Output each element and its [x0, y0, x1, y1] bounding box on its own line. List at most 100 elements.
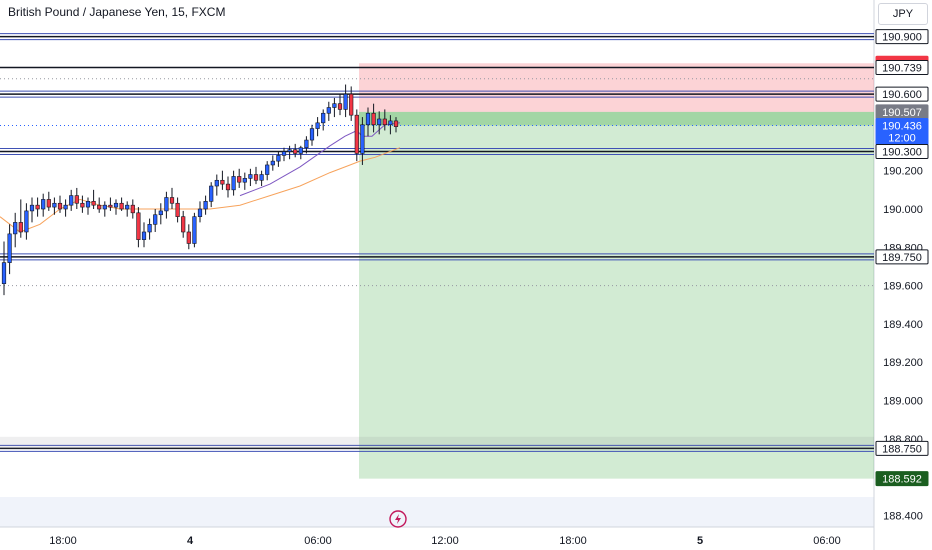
time-tick-label: 5	[697, 535, 703, 547]
candle	[119, 202, 124, 210]
price-tag	[875, 249, 929, 265]
candle	[80, 202, 85, 208]
candle	[130, 204, 135, 214]
candle	[393, 120, 399, 127]
candles	[1, 84, 399, 296]
candle	[125, 204, 130, 210]
candle	[265, 164, 270, 175]
candle	[57, 202, 63, 210]
candle	[63, 204, 68, 210]
candle	[293, 149, 298, 154]
candle	[360, 124, 365, 154]
candle	[332, 103, 337, 108]
candle	[74, 195, 79, 204]
candle	[1, 262, 7, 284]
time-tick-label: 18:00	[49, 535, 77, 547]
candle	[354, 114, 359, 154]
candle	[349, 93, 354, 116]
price-tag-value: 190.300	[882, 147, 922, 159]
price-tag-countdown: 12:00	[888, 133, 916, 145]
candle	[203, 201, 208, 210]
candle	[41, 199, 46, 210]
currency-selector[interactable]: JPY	[878, 3, 928, 25]
price-tag-value: 190.600	[882, 89, 922, 101]
candle	[175, 202, 180, 217]
time-tick-label: 06:00	[813, 535, 841, 547]
time-tick-label: 18:00	[559, 535, 587, 547]
candle	[214, 179, 219, 187]
candle	[388, 120, 393, 126]
candle	[248, 174, 253, 179]
candle	[7, 233, 12, 263]
candle	[242, 178, 247, 183]
target-zone	[359, 111, 874, 479]
candle	[337, 103, 343, 110]
candle	[225, 183, 231, 191]
candle	[35, 204, 40, 210]
replay-icon[interactable]	[389, 510, 407, 528]
candle	[304, 139, 309, 149]
moving-average-1	[239, 122, 401, 197]
position-zones[interactable]	[359, 63, 874, 479]
price-tag	[875, 440, 929, 456]
price-tag	[875, 86, 929, 102]
candle	[231, 176, 236, 191]
moving-average-0	[0, 147, 401, 233]
price-tick-label: 188.400	[883, 510, 923, 522]
price-tick-label: 189.000	[883, 396, 923, 408]
horizontal-levels[interactable]	[0, 33, 874, 452]
candle	[259, 174, 264, 181]
candle	[377, 118, 382, 126]
time-tick-label: 06:00	[304, 535, 332, 547]
price-axis[interactable]: 190.200190.000189.800189.600189.400189.2…	[883, 166, 923, 523]
bottom-strip	[0, 497, 874, 527]
candle	[141, 231, 147, 240]
price-tick-label: 190.000	[883, 204, 923, 216]
candle	[29, 204, 35, 212]
candle	[382, 118, 387, 126]
price-tag-value: 190.436	[882, 121, 922, 133]
candle	[24, 210, 29, 233]
candle	[97, 204, 102, 210]
candle	[220, 179, 225, 185]
moving-averages	[0, 122, 401, 233]
candle	[69, 195, 74, 206]
candle	[52, 202, 57, 208]
candle	[153, 214, 158, 225]
candle	[85, 201, 91, 208]
stop-zone	[359, 63, 874, 112]
price-tag-value: 189.750	[882, 252, 922, 264]
candle	[281, 151, 287, 156]
time-tick-label: 12:00	[431, 535, 459, 547]
price-tag-value: 188.750	[882, 443, 922, 455]
candle	[315, 122, 320, 129]
candle	[343, 93, 348, 110]
chart-title: British Pound / Japanese Yen, 15, FXCM	[8, 5, 226, 19]
candle	[209, 185, 214, 202]
price-tag-value: 190.739	[882, 62, 922, 74]
candle	[287, 149, 292, 152]
candle	[102, 204, 107, 210]
time-axis[interactable]: 18:00 4 06:00 12:00 18:00 5 06:00	[49, 535, 841, 547]
candle	[321, 112, 326, 124]
candle	[309, 128, 315, 141]
price-tick-label: 189.400	[883, 319, 923, 331]
open-profit-zone	[359, 111, 874, 126]
candle	[237, 176, 242, 183]
price-tag	[875, 471, 929, 487]
candle	[158, 210, 163, 216]
candle	[18, 222, 23, 233]
price-tag-value: 190.900	[882, 32, 922, 44]
price-tag	[875, 29, 929, 45]
candle	[270, 160, 275, 166]
candle	[113, 202, 119, 208]
level-band	[0, 436, 874, 449]
candle	[136, 212, 141, 240]
price-tags: 190.900190.761190.739190.600190.507190.4…	[875, 29, 929, 487]
price-tick-label: 190.200	[883, 166, 923, 178]
candle	[108, 204, 113, 208]
price-tag	[875, 144, 929, 160]
candle	[298, 147, 303, 154]
candle	[365, 112, 371, 126]
